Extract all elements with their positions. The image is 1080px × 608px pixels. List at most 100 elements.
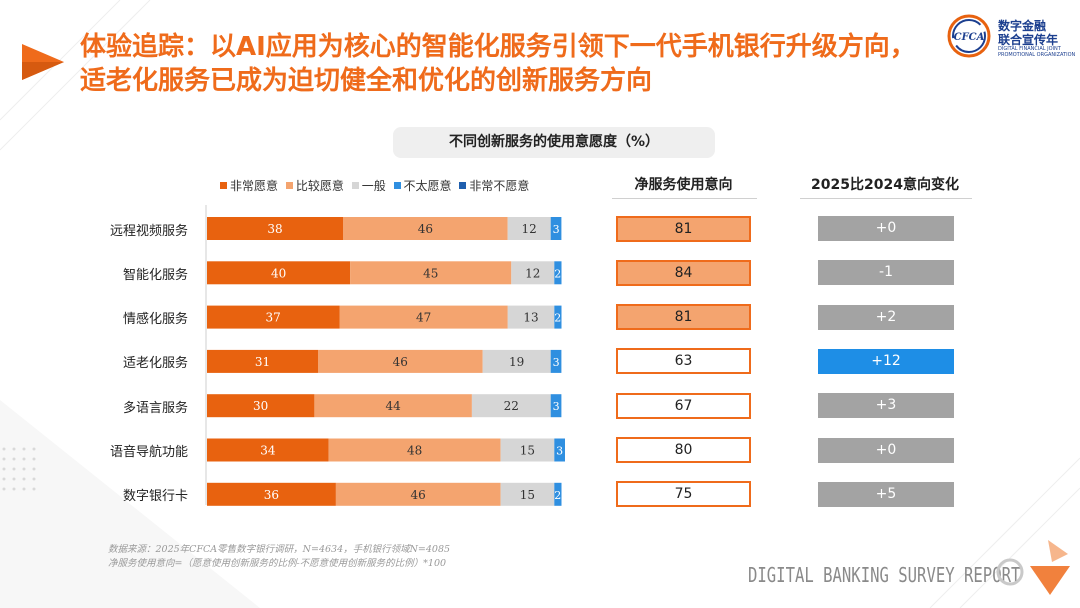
bar-data-label: 12 — [522, 222, 537, 236]
bar-data-label: 13 — [523, 311, 538, 325]
logo-mark: CFCA — [954, 32, 985, 43]
bar-segment — [207, 217, 343, 240]
bar-data-label: 30 — [253, 399, 268, 413]
bar-data-label: 3 — [556, 445, 563, 458]
bar-segment — [554, 261, 562, 285]
stacked-bar-chart: 38 46 12 3 40 45 12 2 37 47 13 2 31 46 19 3 30 44 22 3 34 48 1… — [205, 205, 565, 506]
net-usage-value: 67 — [616, 392, 751, 419]
bar-data-label: 37 — [266, 311, 281, 325]
category-label: 情感化服务 — [122, 312, 188, 328]
bar-segment — [500, 438, 555, 462]
bar-segment — [314, 394, 472, 418]
logo-small-line-2: PROMOTIONAL ORGANIZATION — [998, 52, 1076, 58]
bar-data-label: 45 — [423, 266, 438, 280]
bar-segment — [550, 349, 562, 373]
category-label: 适老化服务 — [122, 356, 188, 372]
title-arrow-icon — [22, 44, 64, 80]
bar-segment — [328, 438, 501, 462]
bar-segment — [471, 394, 551, 418]
page-title: 体验追踪：以AI应用为核心的智能化服务引领下一代手机银行升级方向， 适老化服务已… — [80, 30, 960, 98]
net-usage-value: 80 — [616, 437, 751, 463]
legend-item: 非常不愿意 — [459, 179, 529, 193]
bar-data-label: 3 — [553, 223, 560, 236]
legend-label: 一般 — [361, 179, 386, 193]
yoy-change-header: 2025比2024意向变化 — [811, 177, 959, 193]
category-label: 语音导航功能 — [109, 445, 188, 460]
legend-item: 非常愿意 — [220, 179, 278, 193]
bar-data-label: 22 — [504, 399, 519, 413]
net-usage-value: 75 — [616, 481, 751, 508]
bar-segment — [318, 349, 483, 373]
category-label: 数字银行卡 — [122, 489, 188, 505]
source-line-1: 数据来源：2025年CFCA零售数字银行调研，N=4634，手机银行领域N=40… — [108, 544, 451, 555]
logo-text-line-2: 联合宣传年 — [998, 33, 1059, 47]
net-usage-value: 63 — [616, 348, 751, 375]
logo-text-line-1: 数字金融 — [998, 19, 1047, 33]
bar-data-label: 12 — [525, 266, 540, 280]
category-label: 远程视频服务 — [109, 223, 188, 239]
bar-data-label: 38 — [267, 222, 282, 236]
bar-data-label: 2 — [554, 267, 561, 280]
chart-legend: 非常愿意 比较愿意 一般 不太愿意 非常不愿意 — [220, 177, 533, 194]
bar-segment — [550, 394, 562, 418]
source-line-2: 净服务使用意向=（愿意使用创新服务的比例-不愿意使用创新服务的比例）*100 — [108, 558, 447, 569]
bar-data-label: 31 — [255, 355, 270, 369]
bar-data-label: 2 — [554, 489, 561, 502]
footer-triangle-decoration — [996, 540, 1070, 595]
legend-label: 比较愿意 — [295, 179, 344, 193]
legend-item: 比较愿意 — [285, 179, 344, 193]
bar-segment — [507, 305, 555, 329]
data-source-note: 数据来源：2025年CFCA零售数字银行调研，N=4634，手机银行领域N=40… — [108, 543, 450, 571]
net-usage-header-divider — [612, 198, 757, 199]
bar-data-label: 46 — [411, 488, 426, 502]
bar-data-label: 3 — [553, 356, 560, 369]
title-line-1: 体验追踪：以AI应用为核心的智能化服务引领下一代手机银行升级方向， — [80, 32, 916, 62]
net-usage-value: 84 — [616, 259, 751, 286]
bar-segment — [335, 482, 501, 506]
bar-segment — [207, 261, 351, 285]
yoy-change-value: -1 — [818, 260, 954, 286]
bar-data-label: 19 — [509, 355, 524, 369]
cfca-logo: CFCA — [947, 14, 991, 58]
bar-data-label: 2 — [554, 312, 561, 325]
legend-label: 非常愿意 — [230, 179, 279, 193]
dot-pattern-decoration — [2, 447, 36, 491]
yoy-change-value: +0 — [818, 216, 954, 241]
yoy-change-header-divider — [800, 198, 972, 199]
logo-small-line-1: DIGITAL FINANCIAL JOINT — [998, 46, 1061, 52]
bar-segment — [550, 217, 562, 240]
bar-segment — [339, 305, 508, 329]
bar-data-label: 36 — [264, 488, 279, 502]
bar-segment — [500, 482, 555, 506]
bar-segment — [207, 394, 315, 418]
bar-data-label: 44 — [386, 399, 402, 413]
legend-label: 非常不愿意 — [469, 179, 530, 193]
bar-segment — [350, 261, 512, 285]
bar-segment — [207, 305, 340, 329]
bar-data-label: 46 — [418, 222, 433, 236]
bar-data-label: 34 — [260, 444, 276, 458]
legend-label: 不太愿意 — [403, 179, 452, 193]
bar-data-label: 15 — [520, 488, 535, 502]
bar-segment — [343, 217, 508, 240]
bar-data-label: 3 — [553, 400, 560, 413]
category-label: 智能化服务 — [122, 267, 188, 283]
yoy-change-value: +5 — [818, 481, 954, 507]
yoy-change-value: +0 — [818, 437, 954, 463]
bar-segment — [554, 482, 562, 506]
yoy-change-value: +3 — [818, 393, 954, 419]
legend-item: 不太愿意 — [393, 179, 452, 193]
bar-data-label: 15 — [520, 444, 535, 458]
bar-segment — [511, 261, 555, 285]
bar-data-label: 46 — [393, 355, 408, 369]
category-label: 多语言服务 — [122, 400, 188, 416]
title-line-2: 适老化服务已成为迫切健全和优化的创新服务方向 — [80, 66, 653, 96]
yoy-change-value: +12 — [818, 348, 954, 374]
bar-segment — [207, 482, 336, 506]
bar-segment — [554, 305, 562, 329]
bar-data-label: 48 — [407, 444, 422, 458]
bar-segment — [207, 349, 318, 373]
footer-report-name: DIGITAL BANKING SURVEY REPORT — [748, 563, 1021, 587]
bar-segment — [482, 349, 551, 373]
